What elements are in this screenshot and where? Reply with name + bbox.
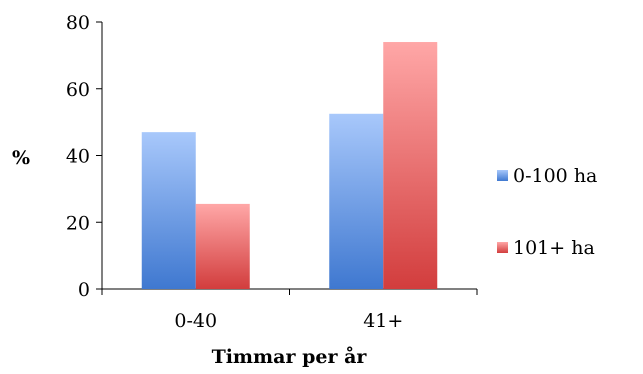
- y-tick-label: 40: [66, 146, 90, 168]
- legend-label-0-100-ha: 0-100 ha: [513, 165, 597, 187]
- y-tick-label: 60: [66, 79, 90, 101]
- bars: [142, 42, 438, 289]
- legend: 0-100 ha 101+ ha: [497, 165, 597, 259]
- y-tick-label: 80: [66, 12, 90, 34]
- y-ticks: 0 20 40 60 80: [66, 12, 102, 301]
- legend-swatch-0-100-ha: [497, 170, 508, 181]
- legend-swatch-101-ha: [497, 242, 508, 253]
- bar: [196, 204, 250, 289]
- x-axis-title: Timmar per år: [212, 345, 368, 368]
- y-tick-label: 20: [66, 212, 90, 234]
- bar: [142, 132, 196, 289]
- x-ticks: 0-40 41+: [102, 289, 477, 332]
- x-category-label: 0-40: [174, 310, 217, 332]
- bar: [383, 42, 437, 289]
- y-tick-label: 0: [78, 279, 90, 301]
- legend-label-101-ha: 101+ ha: [513, 237, 595, 259]
- y-axis-title: %: [12, 147, 30, 169]
- plot-area: 0 20 40 60 80 0-40 41+: [66, 12, 477, 332]
- bar: [329, 114, 383, 289]
- x-category-label: 41+: [363, 310, 403, 332]
